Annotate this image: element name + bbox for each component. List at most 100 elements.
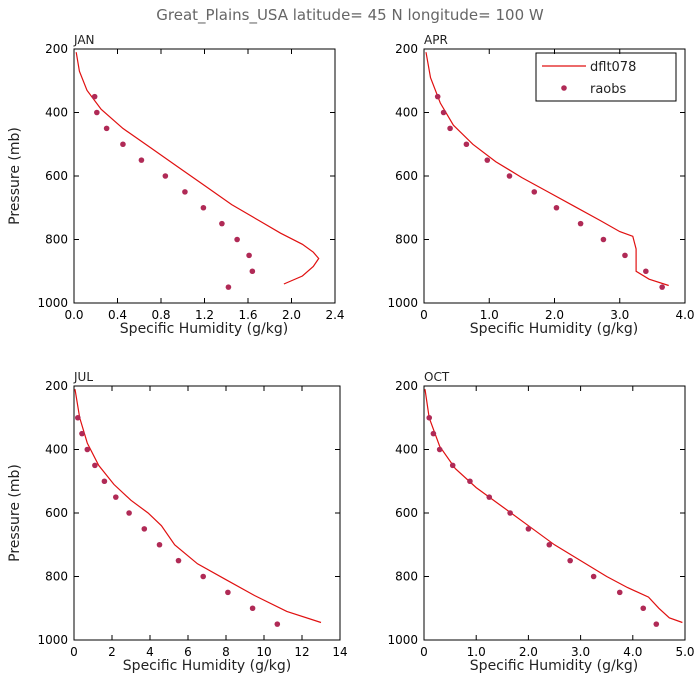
x-axis-label: Specific Humidity (g/kg): [470, 658, 638, 674]
y-tick-label: 600: [45, 506, 68, 520]
raobs-point: [486, 494, 493, 500]
y-tick-label: 200: [395, 42, 418, 56]
y-tick-label: 1000: [37, 296, 68, 310]
x-tick-label: 0.0: [64, 308, 83, 322]
panel-oct: OCT Specific Humidity (g/kg) 0 1.0 2.0 3.0 4…: [387, 370, 694, 674]
raobs-point: [175, 557, 182, 564]
raobs-point: [506, 173, 513, 179]
x-tick-label: 1.0: [467, 645, 486, 659]
plot-frame: [73, 48, 336, 304]
legend-obs-label: raobs: [590, 82, 627, 97]
x-tick-label: 2.0: [282, 308, 301, 322]
y-tick-label: 200: [45, 42, 68, 56]
legend-box: [535, 52, 677, 102]
x-tick-label: 1.6: [238, 308, 257, 322]
figure-title: Great_Plains_USA latitude= 45 N longitud…: [156, 6, 544, 25]
y-tick-label: 600: [395, 506, 418, 520]
raobs-point: [434, 93, 441, 100]
raobs-point: [567, 557, 573, 564]
raobs-point: [101, 478, 108, 485]
panel-title: APR: [424, 33, 448, 47]
legend-obs-swatch: [561, 85, 567, 91]
raobs-point: [234, 236, 240, 243]
y-tick-label: 400: [45, 106, 68, 120]
model-profile-line: [74, 389, 322, 624]
raobs-point: [84, 446, 91, 453]
raobs-point: [225, 589, 231, 596]
y-tick-label: 1000: [387, 296, 418, 310]
model-profile-line: [425, 52, 669, 287]
raobs-point: [79, 430, 85, 437]
plot-frame: [423, 385, 686, 641]
panel-title: JAN: [73, 33, 95, 47]
y-axis-label: Pressure (mb): [7, 127, 23, 225]
raobs-point: [138, 157, 145, 163]
raobs-point: [449, 462, 456, 469]
y-tick-label: 1000: [37, 633, 68, 647]
raobs-point: [141, 526, 148, 532]
x-tick-label: 1.2: [195, 308, 214, 322]
raobs-point: [484, 157, 491, 163]
x-tick-label: 0: [420, 308, 428, 322]
legend: dflt078 raobs: [535, 52, 677, 102]
raobs-point: [546, 541, 553, 548]
legend-model-label: dflt078: [590, 60, 636, 75]
raobs-point: [436, 446, 443, 453]
x-tick-label: 0.4: [108, 308, 127, 322]
y-tick-label: 400: [395, 443, 418, 457]
raobs-point: [225, 284, 232, 290]
raobs-point: [103, 125, 110, 132]
x-tick-label: 0: [70, 645, 78, 659]
panel-jul: JUL Specific Humidity (g/kg) Pressure (m…: [7, 370, 348, 674]
raobs-point: [200, 204, 207, 211]
panel-apr: APR Specific Humidity (g/kg) dflt078 rao…: [387, 33, 694, 337]
x-tick-label: 2.0: [519, 645, 538, 659]
x-tick-label: 4.0: [675, 308, 694, 322]
raobs-point: [126, 510, 132, 516]
raobs-point: [200, 573, 206, 580]
raobs-point: [246, 252, 252, 259]
raobs-point: [640, 605, 647, 612]
x-tick-label: 12: [294, 645, 309, 659]
raobs-point: [94, 109, 100, 116]
plot-frame: [73, 385, 341, 641]
raobs-point: [426, 414, 433, 421]
raobs-point: [91, 93, 98, 100]
raobs-point: [600, 236, 607, 243]
raobs-point: [653, 621, 660, 627]
raobs-point: [182, 189, 188, 195]
raobs-point: [156, 541, 163, 548]
x-axis-label: Specific Humidity (g/kg): [123, 658, 291, 674]
x-tick-label: 0.8: [151, 308, 170, 322]
x-tick-label: 0: [420, 645, 428, 659]
y-tick-label: 400: [45, 443, 68, 457]
raobs-point: [525, 526, 532, 532]
x-tick-label: 3.0: [610, 308, 629, 322]
raobs-point: [463, 141, 470, 148]
x-tick-label: 2.4: [325, 308, 344, 322]
panel-title: JUL: [73, 370, 93, 384]
raobs-point: [622, 252, 628, 259]
model-profile-line: [424, 389, 683, 624]
x-tick-label: 4: [146, 645, 154, 659]
panel-jan: JAN Specific Humidity (g/kg) Pressure (m…: [7, 33, 345, 337]
y-tick-label: 1000: [387, 633, 418, 647]
raobs-point: [249, 605, 256, 612]
panel-title: OCT: [424, 370, 450, 384]
x-tick-label: 4.0: [623, 645, 642, 659]
raobs-point: [430, 430, 437, 437]
x-tick-label: 2: [108, 645, 116, 659]
x-tick-label: 3.0: [571, 645, 590, 659]
x-tick-label: 1.0: [480, 308, 499, 322]
raobs-point: [507, 510, 513, 516]
y-tick-label: 800: [395, 233, 418, 247]
x-tick-label: 2.0: [545, 308, 564, 322]
raobs-point: [162, 173, 169, 179]
raobs-point: [274, 621, 281, 627]
x-tick-label: 6: [184, 645, 192, 659]
x-axis-label: Specific Humidity (g/kg): [120, 321, 288, 337]
raobs-point: [467, 478, 473, 485]
y-axis-label: Pressure (mb): [7, 464, 23, 562]
raobs-point: [590, 573, 597, 580]
